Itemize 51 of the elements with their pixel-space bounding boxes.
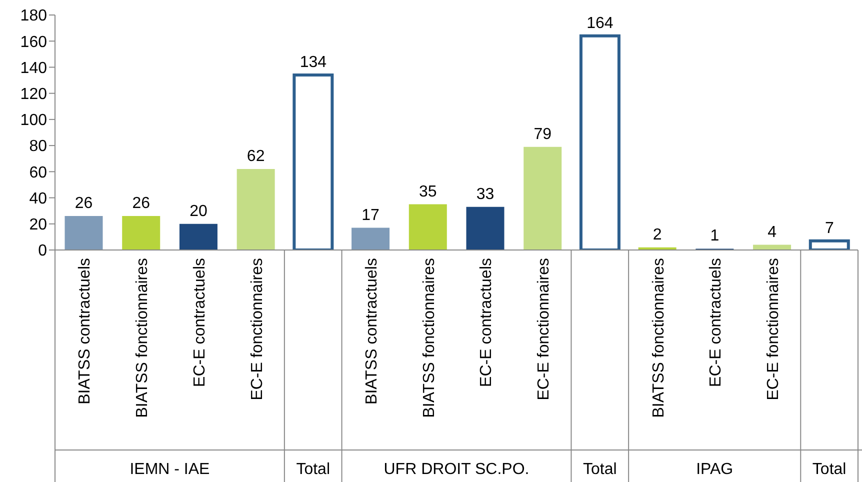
bar	[352, 228, 390, 250]
data-label: 4	[768, 224, 777, 241]
bar	[292, 74, 334, 250]
text: IEMN - IAE	[130, 461, 210, 478]
bar	[179, 224, 218, 250]
data-label: 134	[300, 54, 327, 72]
data-label: 1	[710, 228, 720, 245]
y-tick-label: 80	[29, 138, 48, 156]
bar	[466, 206, 504, 250]
y-tick-label: 40	[29, 190, 48, 208]
y-tick-label: 140	[20, 60, 48, 77]
x-tick-label: EC-E fonctionnaires	[536, 258, 553, 400]
y-tick-label: 20	[29, 216, 48, 234]
x-tick-label: BIATSS fonctionnaires	[134, 258, 152, 418]
bar	[408, 204, 447, 250]
x-tick-label: EC-E contractuels	[708, 258, 725, 387]
data-label: 26	[74, 195, 93, 212]
data-label: 164	[586, 14, 614, 32]
data-label: 2	[652, 226, 662, 244]
y-tick-label: 180	[20, 8, 48, 25]
x-tick-label: BIATSS fonctionnaires	[420, 258, 438, 418]
text: IPAG	[696, 461, 734, 478]
bar	[236, 169, 275, 250]
x-tick-label: EC-E fonctionnaires	[248, 258, 266, 400]
y-tick-label: 0	[38, 242, 48, 260]
text: Total	[582, 461, 617, 478]
x-tick-label: BIATSS contractuels	[76, 258, 94, 404]
data-label: 7	[824, 220, 834, 237]
x-tick-label: BIATSS fonctionnaires	[650, 258, 668, 418]
y-tick-label: 60	[29, 164, 48, 182]
text: Total	[812, 461, 846, 478]
data-label: 35	[418, 183, 437, 200]
bar	[122, 216, 160, 250]
bar	[524, 146, 562, 250]
data-label: 26	[132, 195, 150, 212]
bar	[64, 216, 103, 250]
x-tick-label: EC-E contractuels	[191, 258, 208, 387]
text: Total	[296, 461, 330, 478]
data-label: 17	[362, 206, 380, 224]
bar	[579, 34, 620, 250]
text: UFR DROIT SC.PO.	[384, 461, 530, 478]
data-label: 20	[190, 202, 208, 220]
x-tick-label: EC-E contractuels	[478, 258, 496, 387]
y-tick-label: 100	[20, 112, 48, 130]
x-tick-label: EC-E fonctionnaires	[764, 258, 782, 400]
y-tick-label: 160	[20, 34, 48, 51]
data-label: 33	[476, 186, 494, 203]
data-label: 62	[246, 148, 265, 166]
data-label: 79	[534, 126, 552, 143]
x-tick-label: BIATSS contractuels	[363, 258, 380, 404]
y-tick-label: 120	[20, 86, 48, 104]
